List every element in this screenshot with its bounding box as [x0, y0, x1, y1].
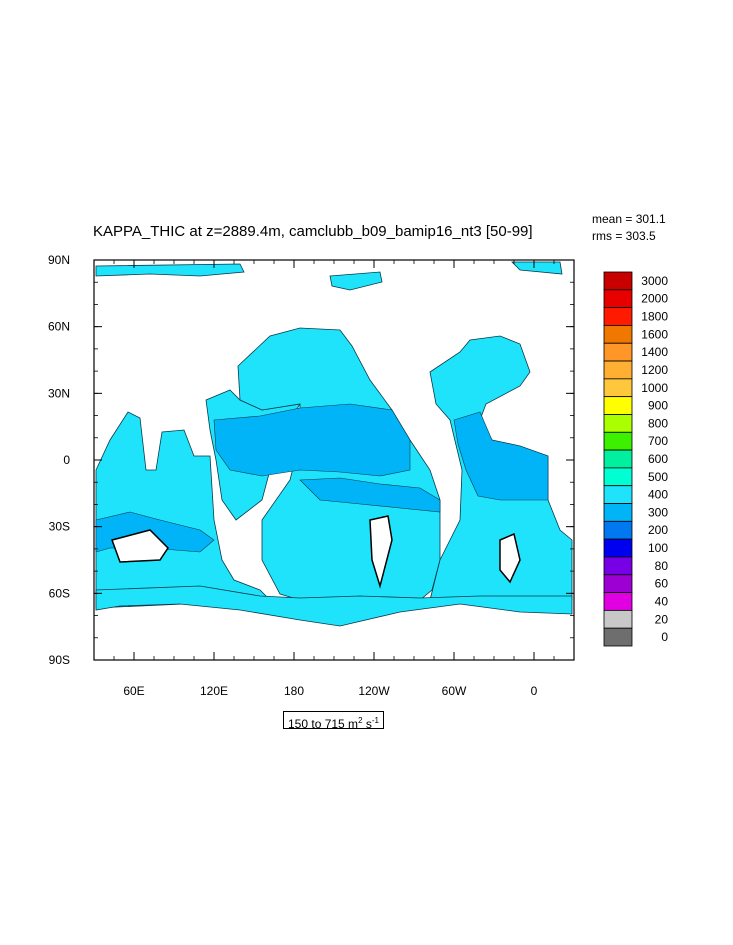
colorbar-label: 900: [648, 399, 668, 413]
colorbar-swatch: [603, 609, 633, 629]
colorbar-label: 1400: [641, 345, 668, 359]
mean-stat: mean = 301.1: [592, 212, 666, 226]
lon-label: 60E: [123, 684, 144, 698]
colorbar-swatch: [603, 449, 633, 469]
lon-label: 0: [531, 684, 538, 698]
colorbar-swatch: [603, 360, 633, 380]
colorbar-label: 500: [648, 470, 668, 484]
colorbar-swatch: [603, 271, 633, 291]
latitude-labels: 90N 60N 30N 0 30S 60S 90S: [48, 253, 70, 667]
map-ticks: [93, 259, 575, 661]
range-label: 150 to 715 m2 s-1: [283, 711, 384, 731]
landmass-africa-india: [111, 529, 169, 563]
colorbar-label: 300: [648, 505, 668, 519]
colorbar-label: 700: [648, 434, 668, 448]
arctic-ocean-mid: [329, 271, 383, 291]
colorbar-label: 1000: [641, 381, 668, 395]
lon-label: 120W: [358, 684, 390, 698]
colorbar-label: 80: [655, 559, 669, 573]
lat-label: 0: [63, 453, 70, 467]
lat-label: 30N: [48, 386, 70, 400]
colorbar-label: 3000: [641, 274, 668, 288]
colorbar-label: 100: [648, 541, 668, 555]
colorbar-label: 400: [648, 488, 668, 502]
lat-label: 90S: [49, 653, 70, 667]
colorbar-swatch: [603, 431, 633, 451]
lat-label: 30S: [49, 520, 70, 534]
colorbar-swatch: [603, 414, 633, 433]
colorbar-swatch: [603, 592, 633, 611]
map-panel: 60E 120E 180 120W 60W 0 90N 60N 30N 0 30S 60S 90S: [48, 253, 575, 698]
longitude-labels: 60E 120E 180 120W 60W 0: [123, 684, 537, 698]
colorbar-label: 2000: [641, 292, 668, 306]
colorbar-label: 800: [648, 416, 668, 430]
colorbar-label: 60: [655, 577, 669, 591]
rms-stat: rms = 303.5: [592, 229, 656, 243]
colorbar-label: 200: [648, 523, 668, 537]
landmass-south-islands: [369, 515, 393, 589]
arctic-ocean-east: [511, 261, 563, 275]
colorbar-swatch: [603, 627, 633, 647]
plot-title: KAPPA_THIC at z=2889.4m, camclubb_b09_ba…: [93, 223, 533, 240]
colorbar-swatch: [603, 396, 633, 415]
colorbar-label: 0: [661, 630, 668, 644]
colorbar-swatch: [603, 289, 633, 309]
colorbar-label: 20: [655, 612, 669, 626]
lat-label: 60N: [48, 320, 70, 334]
southern-ocean: [95, 585, 573, 627]
colorbar-swatch: [603, 342, 633, 362]
land-masks: [111, 515, 521, 589]
lat-label: 90N: [48, 253, 70, 267]
colorbar-swatch: [603, 556, 633, 576]
colorbar: 3000200018001600140012001000900800700600…: [603, 271, 669, 647]
pacific-south-band: [299, 477, 441, 513]
arctic-ocean-west: [95, 263, 245, 277]
colorbar-label: 1600: [641, 327, 668, 341]
colorbar-label: 600: [648, 452, 668, 466]
colorbar-swatch: [603, 485, 633, 504]
colorbar-swatch: [603, 378, 633, 398]
colorbar-label: 40: [655, 594, 669, 608]
colorbar-label: 1800: [641, 310, 668, 324]
colorbar-swatch: [603, 538, 633, 558]
lon-label: 60W: [442, 684, 467, 698]
lat-label: 60S: [49, 586, 70, 600]
colorbar-swatch: [603, 467, 633, 487]
colorbar-swatch: [603, 307, 633, 326]
colorbar-swatch: [603, 503, 633, 522]
colorbar-label: 1200: [641, 363, 668, 377]
colorbar-swatch: [603, 574, 633, 593]
pacific-tropical-band: [213, 403, 411, 477]
colorbar-swatch: [603, 520, 633, 540]
lon-label: 180: [284, 684, 304, 698]
colorbar-swatch: [603, 325, 633, 344]
lon-label: 120E: [200, 684, 228, 698]
landmass-atlantic-gap: [499, 532, 521, 584]
atlantic-tropical-band: [453, 411, 549, 501]
tropical-bands: [95, 403, 549, 553]
